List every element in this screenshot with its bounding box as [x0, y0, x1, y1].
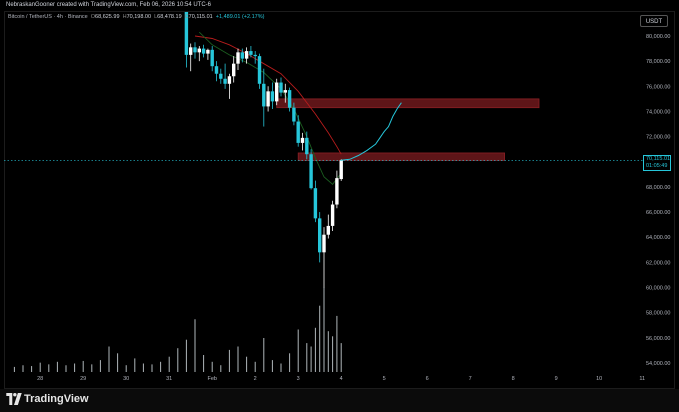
y-tick-label: 76,000.00	[646, 84, 670, 90]
candle-body	[214, 66, 219, 74]
candle-body	[279, 82, 283, 93]
candle-body	[253, 54, 257, 57]
projection-path	[341, 102, 402, 161]
candle-body	[249, 51, 253, 55]
y-axis[interactable]: 80,000.00 78,000.00 76,000.00 74,000.00 72,0…	[646, 34, 670, 367]
candle-body	[210, 49, 214, 67]
candle-body	[193, 47, 197, 53]
x-axis[interactable]: 28 29 30 31 Feb 2 3 4 5 6 7 8 9 10 11	[37, 376, 645, 382]
x-tick-label: 29	[80, 376, 86, 382]
symbol-legend: Bitcoin / TetherUS · 4h · Binance O68,62…	[8, 14, 264, 20]
current-price-tag: 70,115.01 01:05:49	[643, 155, 671, 171]
y-tick-label: 74,000.00	[646, 109, 670, 115]
y-tick-label: 66,000.00	[646, 210, 670, 216]
candle-body	[309, 154, 313, 189]
x-tick-label: 3	[297, 376, 300, 382]
x-tick-label: 10	[596, 376, 602, 382]
x-tick-label: 4	[340, 376, 343, 382]
x-tick-label: 11	[639, 376, 645, 382]
candle-body	[305, 137, 309, 155]
symbol-name: Bitcoin / TetherUS · 4h · Binance	[8, 14, 88, 20]
candle-body	[275, 82, 279, 102]
candle-body	[257, 56, 262, 84]
resistance-zone	[276, 98, 540, 109]
candle-body	[244, 51, 249, 59]
x-tick-label: 7	[469, 376, 472, 382]
candle-body	[206, 49, 210, 54]
candle-body	[189, 47, 193, 55]
x-tick-label: 5	[383, 376, 386, 382]
x-tick-label: 31	[166, 376, 172, 382]
volume-layer	[13, 287, 342, 372]
candle-body	[296, 121, 300, 143]
candle-body	[232, 63, 236, 77]
x-tick-label: 30	[123, 376, 129, 382]
footer-bar	[0, 389, 679, 412]
open-label: O	[90, 14, 96, 20]
candle-body	[240, 52, 244, 59]
candle-body	[313, 188, 318, 219]
moving-average-red	[194, 35, 342, 155]
candle-body	[330, 204, 335, 226]
candle-body	[283, 90, 287, 93]
chart-frame[interactable]	[4, 11, 675, 389]
candle-body	[227, 76, 232, 84]
low-value: 68,478.19	[157, 14, 182, 20]
candle-body	[197, 48, 201, 53]
x-tick-label: 6	[426, 376, 429, 382]
close-label: C	[184, 14, 189, 20]
candle-body	[339, 160, 343, 180]
moving-average-green	[198, 31, 342, 186]
y-tick-label: 62,000.00	[646, 260, 670, 266]
candle-body	[318, 218, 322, 253]
candle-body	[270, 91, 275, 102]
low-label: L	[154, 14, 158, 20]
candle-body	[287, 90, 292, 108]
y-tick-label: 78,000.00	[646, 59, 670, 65]
close-value: 70,115.01	[188, 14, 213, 20]
y-tick-label: 72,000.00	[646, 135, 670, 141]
y-tick-label: 64,000.00	[646, 235, 670, 241]
x-tick-label: 28	[37, 376, 43, 382]
x-tick-label: Feb	[207, 376, 216, 382]
open-value: 68,625.99	[95, 14, 120, 20]
y-tick-label: 68,000.00	[646, 185, 670, 191]
y-tick-label: 60,000.00	[646, 286, 670, 292]
moving-average-layer	[194, 31, 342, 186]
tradingview-logo-icon	[6, 393, 22, 405]
candle-body	[300, 137, 305, 143]
candle-body	[335, 178, 339, 205]
candle-body	[219, 73, 223, 79]
tradingview-brand: TradingView	[24, 393, 89, 405]
candle-body	[236, 52, 240, 64]
candle-body	[201, 48, 206, 54]
current-price-label: 70,115.01	[646, 156, 671, 162]
x-tick-label: 9	[555, 376, 558, 382]
candle-body	[266, 91, 270, 107]
candle-body	[223, 78, 227, 84]
y-tick-label: 56,000.00	[646, 336, 670, 342]
price-chart[interactable]: 80,000.00 78,000.00 76,000.00 74,000.00 72,0…	[0, 0, 679, 389]
candle-layer	[184, 12, 343, 288]
candle-body	[326, 225, 330, 235]
high-value: 70,198.00	[126, 14, 152, 20]
resistance-zone	[297, 152, 506, 161]
high-label: H	[122, 14, 127, 20]
candle-countdown: 01:05:49	[646, 163, 668, 169]
y-tick-label: 80,000.00	[646, 34, 670, 40]
x-tick-label: 2	[254, 376, 257, 382]
candle-body	[292, 107, 296, 122]
x-tick-label: 8	[512, 376, 515, 382]
candle-body	[184, 12, 189, 55]
zone-layer	[276, 98, 540, 161]
y-tick-label: 54,000.00	[646, 361, 670, 367]
currency-button[interactable]: USDT	[640, 15, 668, 27]
chart-credit: NebraskanGooner created with TradingView…	[6, 2, 212, 8]
change-value: +1,489.01 (+2.17%)	[215, 14, 265, 20]
candle-body	[262, 83, 266, 107]
candle-body	[322, 234, 326, 253]
projection-layer	[341, 102, 402, 161]
y-tick-label: 58,000.00	[646, 311, 670, 317]
